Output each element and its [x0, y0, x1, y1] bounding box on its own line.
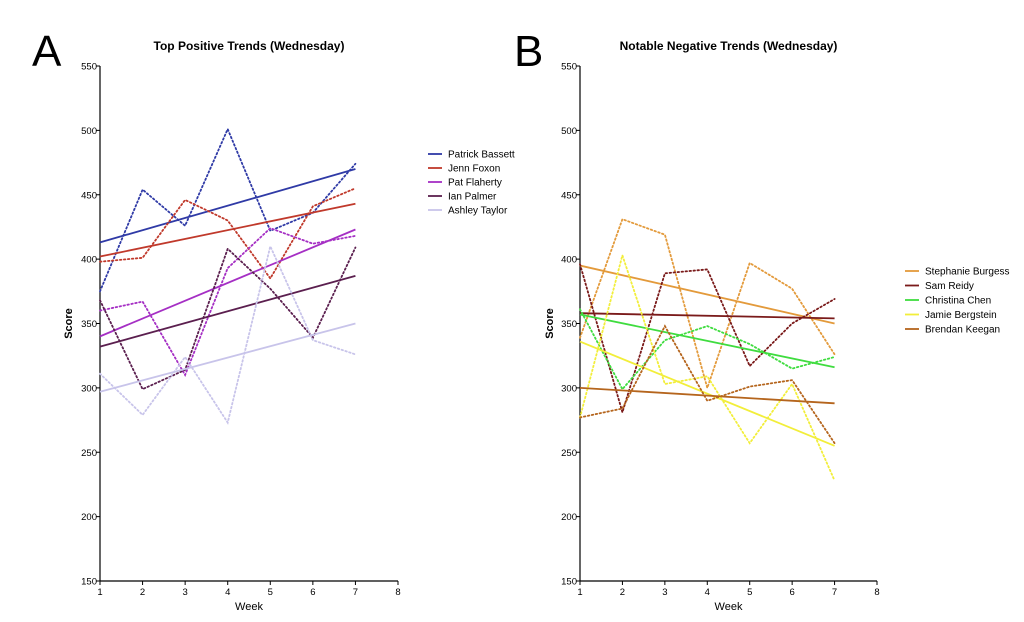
y-tick-label: 500: [81, 126, 97, 137]
y-axis-label: Score: [544, 308, 556, 339]
x-tick-label: 1: [577, 587, 582, 598]
observed-line: [579, 252, 836, 482]
legend-item-patrick-bassett: Patrick Bassett: [428, 150, 515, 161]
legend-label: Patrick Bassett: [448, 150, 515, 161]
observed-line: [579, 218, 836, 391]
y-tick-label: 300: [81, 383, 97, 394]
chart-title: Top Positive Trends (Wednesday): [154, 39, 345, 53]
trend-line: [99, 168, 356, 244]
observed-line: [99, 243, 357, 425]
trend-line: [579, 340, 835, 447]
x-tick-label: 7: [832, 587, 837, 598]
trend-line: [99, 274, 356, 348]
legend-label: Brendan Keegan: [925, 325, 1000, 336]
legend-item-jamie-bergstein: Jamie Bergstein: [905, 310, 997, 321]
chart-panel-a: A Top Positive Trends (Wednesday)15020025…: [32, 27, 515, 613]
observed-line: [579, 263, 836, 416]
x-axis-label: Week: [715, 601, 743, 613]
legend-item-ian-palmer: Ian Palmer: [428, 192, 497, 203]
trend-line: [579, 264, 835, 325]
legend-item-pat-flaherty: Pat Flaherty: [428, 178, 502, 189]
x-tick-label: 4: [225, 587, 230, 598]
panel-letter: B: [514, 27, 543, 76]
x-tick-label: 2: [140, 587, 145, 598]
legend-label: Ian Palmer: [448, 192, 497, 203]
observed-line: [99, 227, 357, 378]
chart-title: Notable Negative Trends (Wednesday): [620, 39, 838, 53]
legend-label: Ashley Taylor: [448, 206, 508, 217]
observed-line: [99, 246, 357, 391]
y-tick-label: 200: [81, 512, 97, 523]
y-tick-label: 250: [561, 448, 577, 459]
x-tick-label: 6: [310, 587, 315, 598]
y-tick-label: 300: [561, 383, 577, 394]
trend-line: [579, 386, 835, 405]
series-pat-flaherty: [99, 227, 357, 378]
y-tick-label: 200: [561, 512, 577, 523]
x-tick-label: 8: [874, 587, 879, 598]
x-tick-label: 1: [97, 587, 102, 598]
legend-label: Christina Chen: [925, 296, 991, 307]
x-tick-label: 2: [620, 587, 625, 598]
legend-label: Jenn Foxon: [448, 164, 500, 175]
x-tick-label: 8: [395, 587, 400, 598]
observed-line: [99, 187, 357, 281]
y-tick-label: 400: [81, 255, 97, 266]
x-tick-label: 3: [662, 587, 667, 598]
legend-item-christina-chen: Christina Chen: [905, 296, 991, 307]
legend-item-stephanie-burgess: Stephanie Burgess: [905, 267, 1010, 278]
y-tick-label: 250: [81, 448, 97, 459]
series-ian-palmer: [99, 246, 357, 391]
series-christina-chen: [579, 308, 836, 391]
legend-item-sam-reidy: Sam Reidy: [905, 281, 974, 292]
x-tick-label: 5: [747, 587, 752, 598]
y-tick-label: 150: [81, 577, 97, 588]
trend-line: [579, 312, 835, 320]
y-tick-label: 150: [561, 577, 577, 588]
y-tick-label: 450: [81, 190, 97, 201]
legend-item-ashley-taylor: Ashley Taylor: [428, 206, 508, 217]
x-tick-label: 5: [268, 587, 273, 598]
legend-label: Stephanie Burgess: [925, 267, 1010, 278]
trend-line: [579, 313, 835, 369]
x-tick-label: 3: [182, 587, 187, 598]
y-tick-label: 500: [561, 126, 577, 137]
y-tick-label: 350: [561, 319, 577, 330]
y-tick-label: 550: [561, 62, 577, 73]
x-tick-label: 7: [353, 587, 358, 598]
series-jenn-foxon: [99, 187, 357, 281]
series-stephanie-burgess: [579, 218, 836, 391]
series-ashley-taylor: [99, 243, 357, 425]
observed-line: [579, 324, 836, 445]
legend-label: Sam Reidy: [925, 281, 974, 292]
y-tick-label: 550: [81, 62, 97, 73]
series-brendan-keegan: [579, 324, 836, 445]
y-tick-label: 450: [561, 190, 577, 201]
y-tick-label: 400: [561, 255, 577, 266]
series-sam-reidy: [579, 263, 836, 416]
chart-panel-b: B Notable Negative Trends (Wednesday) 150 2…: [514, 27, 1010, 613]
y-tick-label: 350: [81, 319, 97, 330]
series-jamie-bergstein: [579, 252, 836, 482]
panel-letter: A: [32, 27, 62, 76]
trend-line: [99, 322, 356, 393]
x-tick-label: 6: [789, 587, 794, 598]
legend-label: Pat Flaherty: [448, 178, 502, 189]
legend-label: Jamie Bergstein: [925, 310, 997, 321]
x-tick-label: 4: [705, 587, 710, 598]
observed-line: [579, 308, 836, 391]
legend-item-jenn-foxon: Jenn Foxon: [428, 164, 500, 175]
trend-line: [99, 228, 356, 338]
y-axis-label: Score: [63, 308, 75, 339]
trend-line: [99, 202, 356, 258]
legend-item-brendan-keegan: Brendan Keegan: [905, 325, 1000, 336]
x-axis-label: Week: [235, 601, 263, 613]
